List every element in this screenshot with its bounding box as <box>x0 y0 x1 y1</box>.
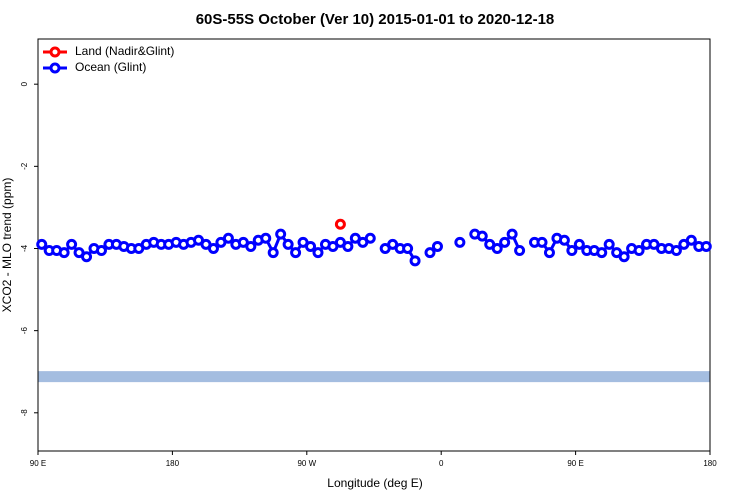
data-point <box>558 234 570 246</box>
x-tick-label: 90 E <box>567 459 583 468</box>
data-point <box>58 247 70 259</box>
x-tick-label: 180 <box>703 459 717 468</box>
data-point <box>424 247 436 259</box>
x-axis-label: Longitude (deg E) <box>327 476 422 490</box>
data-point <box>536 236 548 248</box>
data-point <box>290 247 302 259</box>
data-point <box>573 238 585 250</box>
data-point <box>207 242 219 254</box>
x-tick-label: 90 W <box>297 459 316 468</box>
data-point <box>312 247 324 259</box>
data-point <box>700 240 712 252</box>
data-point <box>409 255 421 267</box>
data-point <box>260 232 272 244</box>
data-point <box>95 245 107 257</box>
chart-title: 60S-55S October (Ver 10) 2015-01-01 to 2… <box>196 11 555 28</box>
data-point <box>476 230 488 242</box>
data-point <box>685 234 697 246</box>
data-point <box>499 236 511 248</box>
data-point <box>282 238 294 250</box>
data-point <box>402 242 414 254</box>
data-point <box>670 245 682 257</box>
data-point <box>305 240 317 252</box>
legend-marker <box>49 62 61 74</box>
data-point <box>267 247 279 259</box>
data-point <box>342 240 354 252</box>
data-point <box>618 251 630 263</box>
data-point <box>81 251 93 263</box>
data-point <box>334 218 346 230</box>
data-point <box>596 247 608 259</box>
data-point <box>222 232 234 244</box>
data-point <box>506 228 518 240</box>
data-point <box>431 240 443 252</box>
x-tick-label: 180 <box>166 459 180 468</box>
y-axis-label: XCO2 - MLO trend (ppm) <box>0 178 14 313</box>
data-point <box>36 238 48 250</box>
legend-item: Ocean (Glint) <box>43 60 146 74</box>
y-tick-label: -8 <box>20 409 29 417</box>
x-tick-label: 0 <box>439 459 444 468</box>
legend-item: Land (Nadir&Glint) <box>43 44 174 58</box>
y-tick-label: -2 <box>20 162 29 170</box>
legend-label: Ocean (Glint) <box>75 60 146 74</box>
data-point <box>491 242 503 254</box>
y-tick-label: 0 <box>20 81 29 86</box>
data-point <box>603 238 615 250</box>
data-point <box>454 236 466 248</box>
legend-label: Land (Nadir&Glint) <box>75 44 174 58</box>
data-point <box>245 240 257 252</box>
y-tick-label: -6 <box>20 327 29 335</box>
data-point <box>275 228 287 240</box>
data-point <box>514 245 526 257</box>
data-point <box>364 232 376 244</box>
legend-marker <box>49 46 61 58</box>
x-tick-label: 90 E <box>30 459 46 468</box>
data-point <box>543 247 555 259</box>
data-point <box>66 238 78 250</box>
y-tick-label: -4 <box>20 244 29 252</box>
data-point <box>633 245 645 257</box>
data-point <box>566 245 578 257</box>
